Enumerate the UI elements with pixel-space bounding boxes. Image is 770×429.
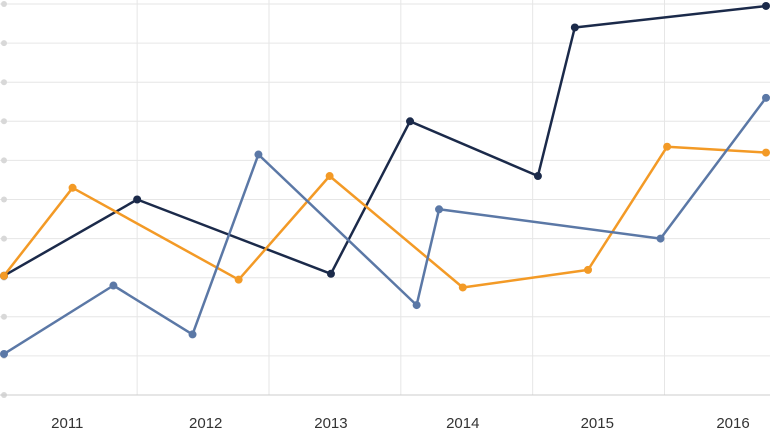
series-line-1 [3,4,767,277]
data-point [412,301,421,310]
data-point [663,142,672,151]
x-tick-label: 2012 [189,415,222,429]
data-point [762,93,770,102]
data-point [234,275,243,284]
y-tick-dot [1,40,7,47]
series-lines [3,4,768,355]
x-tick-label: 2014 [446,415,479,429]
data-point [254,150,263,159]
data-point [762,148,770,157]
data-point [0,271,8,280]
x-axis: 2011 2012 2013 2014 2015 2016 [51,415,750,429]
data-points [0,1,770,358]
x-tick-label: 2011 [51,415,83,429]
y-tick-dot [1,157,7,164]
data-point [458,283,467,292]
grid [0,0,770,398]
data-point [570,23,579,32]
data-point [584,265,593,274]
data-point [406,117,415,126]
data-point [133,195,142,204]
data-point [188,330,197,339]
data-point [656,234,665,243]
x-tick-label: 2013 [314,415,347,429]
y-tick-dot [1,79,7,86]
series-line-3 [3,97,768,355]
y-tick-dot [1,1,7,7]
x-tick-label: 2015 [581,415,614,429]
data-point [326,269,335,278]
data-point [68,183,77,192]
data-point [109,281,118,290]
x-tick-label: 2016 [716,415,749,429]
y-tick-dot [1,118,7,125]
series-line-2 [3,145,767,289]
data-point [325,172,334,181]
data-point [435,205,444,214]
data-point [533,172,542,181]
data-point [762,1,770,10]
y-tick-dot [1,235,7,242]
data-point [0,349,8,358]
y-tick-dot [1,313,7,320]
y-tick-dot [1,196,7,203]
